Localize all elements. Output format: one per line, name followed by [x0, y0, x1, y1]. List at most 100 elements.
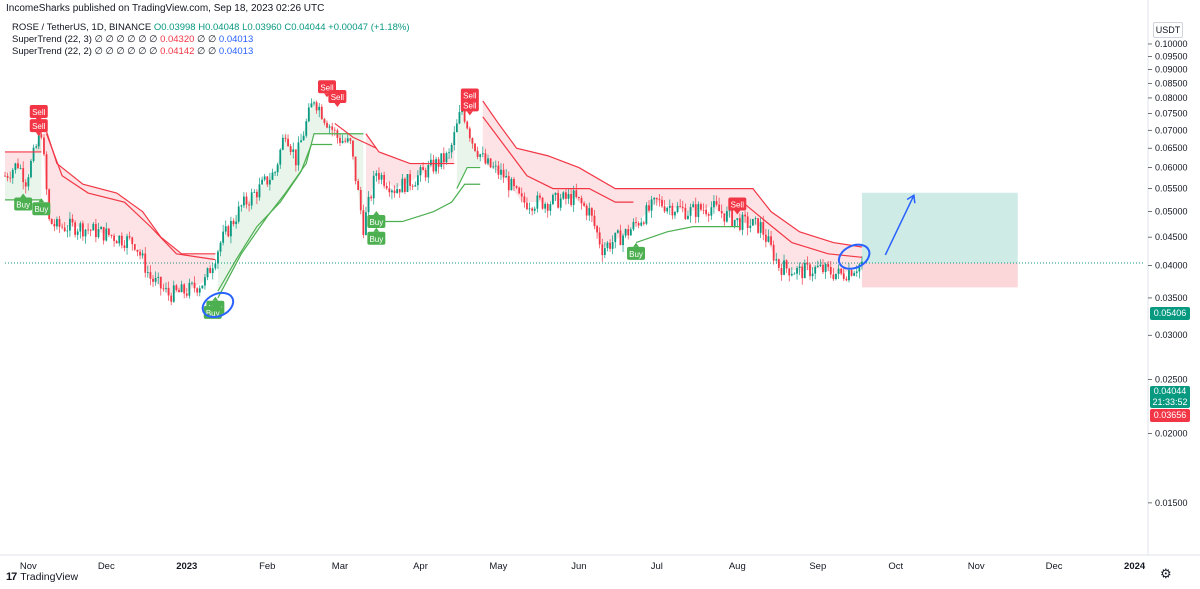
indicator-down-value: 0.04013 — [218, 46, 254, 57]
candle-up — [736, 218, 739, 220]
signal-label: Buy — [206, 309, 220, 318]
x-tick-label: Oct — [888, 561, 903, 572]
candle-down — [557, 192, 560, 208]
signal-label: Sell — [331, 93, 345, 102]
candle-down — [731, 209, 734, 226]
candle-up — [292, 149, 295, 153]
highlight-ellipse — [837, 243, 871, 270]
candle-down — [63, 227, 66, 232]
candle-down — [497, 165, 500, 175]
candle-down — [526, 202, 528, 210]
candle-down — [424, 170, 427, 178]
signal-badge — [460, 88, 479, 102]
candle-down — [718, 204, 721, 212]
candle-up — [606, 242, 609, 249]
candle-down — [110, 234, 113, 236]
indicator-legend-row-1[interactable]: SuperTrend (22, 3) ∅ ∅ ∅ ∅ ∅ ∅ 0.04320 ∅… — [12, 34, 254, 45]
candle-down — [518, 187, 521, 194]
candle-up — [487, 158, 489, 164]
candle-up — [668, 205, 671, 208]
candle-up — [32, 147, 35, 161]
candle-down — [131, 237, 134, 245]
candle-down — [661, 199, 663, 207]
candle-up — [674, 211, 676, 216]
candle-up — [783, 260, 785, 275]
candle-down — [357, 181, 360, 190]
candle-up — [749, 225, 752, 229]
y-tick-label: 0.06500 — [1155, 143, 1188, 153]
currency-label[interactable]: USDT — [1153, 22, 1183, 38]
candle-up — [157, 276, 160, 278]
candle-down — [393, 190, 396, 194]
candle-down — [671, 205, 674, 216]
candle-up — [217, 251, 219, 264]
change-value: +0.00047 (+1.18%) — [328, 22, 410, 33]
signal-pointer — [734, 210, 741, 215]
signal-pointer — [633, 242, 640, 247]
signal-badge — [367, 215, 386, 229]
candle-up — [281, 137, 284, 150]
candle-up — [572, 190, 575, 205]
sell-signal: Sell — [328, 90, 347, 108]
candle-up — [365, 212, 367, 235]
y-tick-label: 0.02000 — [1155, 428, 1188, 438]
candle-up — [481, 153, 484, 155]
candle-up — [510, 179, 513, 191]
candle-down — [266, 176, 269, 185]
candle-up — [559, 198, 562, 208]
candle-up — [243, 196, 245, 206]
brand-name: TradingView — [20, 571, 79, 583]
signal-label: Buy — [34, 205, 48, 214]
candle-down — [175, 285, 178, 291]
candle-down — [74, 222, 77, 235]
candle-up — [666, 207, 669, 212]
symbol-legend-row[interactable]: ROSE / TetherUS, 1D, BINANCE O0.03998 H0… — [12, 22, 410, 34]
candle-down — [705, 209, 708, 215]
bar-countdown: 21:33:52 — [1152, 397, 1188, 407]
signal-pointer — [212, 296, 219, 301]
arrow-head — [906, 194, 916, 204]
candle-up — [258, 184, 261, 198]
close-value: C0.04044 — [284, 22, 326, 33]
candle-down — [136, 249, 139, 252]
candle-up — [380, 174, 383, 180]
brand[interactable]: 17 TradingView — [6, 571, 78, 583]
candle-down — [474, 143, 476, 151]
candle-up — [250, 192, 253, 206]
candle-down — [40, 134, 43, 138]
candle-down — [507, 176, 510, 191]
y-tick-label: 0.06000 — [1155, 163, 1188, 173]
candle-down — [87, 229, 89, 231]
candle-down — [383, 174, 386, 186]
candle-up — [562, 192, 565, 199]
candle-up — [492, 166, 495, 168]
signal-pointer — [38, 198, 45, 203]
candle-down — [762, 222, 765, 235]
candle-down — [484, 153, 487, 164]
candle-down — [593, 215, 596, 227]
candle-down — [349, 138, 352, 141]
supertrend-slow-line-up — [456, 166, 481, 189]
candle-up — [837, 268, 840, 274]
candle-up — [305, 121, 308, 136]
x-tick-label: 2024 — [1124, 561, 1146, 572]
supertrend-band-up — [5, 130, 42, 200]
candle-up — [372, 175, 375, 199]
candle-up — [622, 235, 624, 246]
candle-up — [268, 179, 271, 185]
signal-pointer — [373, 211, 380, 216]
signal-badge — [627, 246, 646, 260]
candle-up — [645, 205, 648, 224]
candle-up — [11, 169, 14, 179]
chart-legend: ROSE / TetherUS, 1D, BINANCE O0.03998 H0… — [12, 22, 410, 58]
signal-badge — [14, 197, 33, 211]
candle-up — [793, 273, 796, 275]
candle-up — [419, 167, 422, 176]
candle-up — [427, 164, 430, 178]
candle-up — [754, 218, 757, 220]
gear-icon[interactable]: ⚙ — [1160, 566, 1172, 581]
indicator-legend-row-2[interactable]: SuperTrend (22, 2) ∅ ∅ ∅ ∅ ∅ ∅ 0.04142 ∅… — [12, 46, 254, 57]
candle-down — [144, 253, 147, 273]
signal-label: Buy — [369, 235, 383, 244]
